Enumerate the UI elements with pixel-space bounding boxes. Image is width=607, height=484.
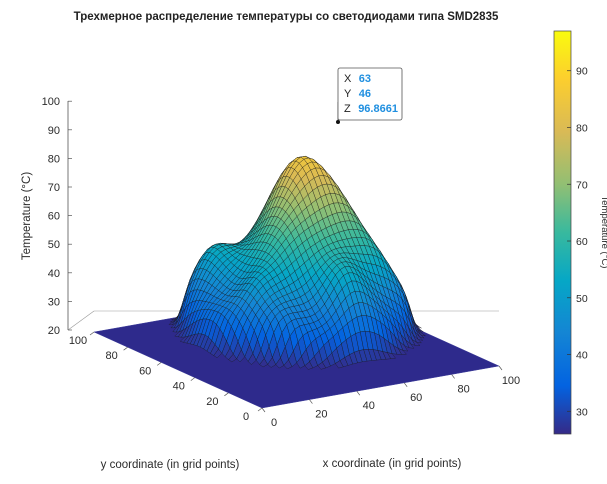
z-tick-label: 60 xyxy=(48,211,60,223)
x-tick-mark xyxy=(451,374,455,379)
data-tip-x: X 63 xyxy=(344,69,371,86)
x-tick-label: 100 xyxy=(502,375,520,387)
z-tick-label: 80 xyxy=(48,153,60,165)
y-tick-label: 80 xyxy=(105,350,117,362)
colorbar-tick-label: 50 xyxy=(576,293,588,305)
colorbar-tick-label: 80 xyxy=(576,122,588,134)
y-tick-mark xyxy=(89,331,95,336)
colorbar: 30 40 50 60 70 80 90 Temperature (°C) xyxy=(553,30,607,435)
y-tick-mark xyxy=(257,407,263,412)
data-tip-box xyxy=(337,67,403,121)
z-tick-label: 20 xyxy=(48,325,60,337)
x-tick-label: 80 xyxy=(457,383,469,395)
surface-face xyxy=(417,329,426,337)
z-axis-ticks: 20 30 40 50 60 70 80 90 100 xyxy=(42,96,72,337)
x-tick-mark xyxy=(403,382,408,388)
z-tick-label: 70 xyxy=(48,182,60,194)
x-axis-label: x coordinate (in grid points) xyxy=(323,458,462,470)
colorbar-tick-label: 30 xyxy=(576,406,588,418)
z-axis-label: Temperature (°C) xyxy=(21,172,33,260)
data-tip-y-label: Y xyxy=(344,88,352,100)
data-tip-z: Z 96.8661 xyxy=(344,99,398,116)
surface-face xyxy=(405,339,415,349)
z-tick-label: 50 xyxy=(48,239,60,251)
colorbar-tick-label: 40 xyxy=(576,350,588,362)
floor-back-edge-left xyxy=(67,310,95,331)
z-tick-label: 30 xyxy=(48,296,60,308)
x-tick-label: 60 xyxy=(410,392,422,404)
colorbar-label: Temperature (°C) xyxy=(599,196,607,269)
y-tick-mark xyxy=(190,377,196,381)
surface-face xyxy=(414,331,424,341)
colorbar-ticks: 30 40 50 60 70 80 90 xyxy=(567,66,588,418)
chart-title: Трехмерное распределение температуры со … xyxy=(74,11,499,23)
x-tick-label: 0 xyxy=(271,417,277,429)
data-tip-y: Y 46 xyxy=(344,84,371,101)
surface-face xyxy=(397,348,407,355)
data-tip-z-label: Z xyxy=(344,103,351,115)
surface-face xyxy=(411,338,421,346)
y-tick-mark xyxy=(123,346,128,351)
y-tick-label: 100 xyxy=(69,335,87,347)
y-tick-mark xyxy=(156,362,162,366)
surface-face xyxy=(413,334,422,344)
y-tick-label: 40 xyxy=(173,381,185,393)
data-tip[interactable]: X 63 Y 46 Z 96.8661 xyxy=(336,67,403,124)
x-axis-ticks: 0 20 40 60 80 100 xyxy=(261,365,520,429)
y-axis-label: y coordinate (in grid points) xyxy=(101,459,240,471)
colorbar-gradient xyxy=(553,30,572,435)
data-tip-z-value: 96.8661 xyxy=(358,103,398,115)
surface-mesh xyxy=(168,156,426,370)
data-tip-x-label: X xyxy=(344,73,352,85)
x-tick-label: 40 xyxy=(363,400,375,412)
data-tip-marker xyxy=(336,120,340,124)
z-tick-label: 100 xyxy=(42,96,60,108)
colorbar-tick-label: 60 xyxy=(576,236,588,248)
colorbar-tick-label: 90 xyxy=(576,66,588,78)
x-tick-mark xyxy=(309,399,313,404)
y-tick-label: 60 xyxy=(139,365,151,377)
surface-face xyxy=(387,352,396,359)
z-tick-label: 90 xyxy=(48,125,60,137)
x-tick-mark xyxy=(356,390,361,396)
x-tick-label: 20 xyxy=(315,409,327,421)
y-tick-label: 20 xyxy=(206,396,218,408)
y-tick-mark xyxy=(224,392,229,397)
x-tick-mark xyxy=(498,365,503,371)
y-tick-label: 0 xyxy=(243,411,249,423)
surface-face xyxy=(415,329,425,339)
data-tip-x-value: 63 xyxy=(359,73,371,85)
data-tip-y-value: 46 xyxy=(359,88,371,100)
z-tick-label: 40 xyxy=(48,268,60,280)
x-tick-mark xyxy=(261,407,266,413)
y-axis-ticks: 0 20 40 60 80 100 xyxy=(69,331,263,423)
colorbar-tick-label: 70 xyxy=(576,179,588,191)
surface-face xyxy=(399,341,409,352)
